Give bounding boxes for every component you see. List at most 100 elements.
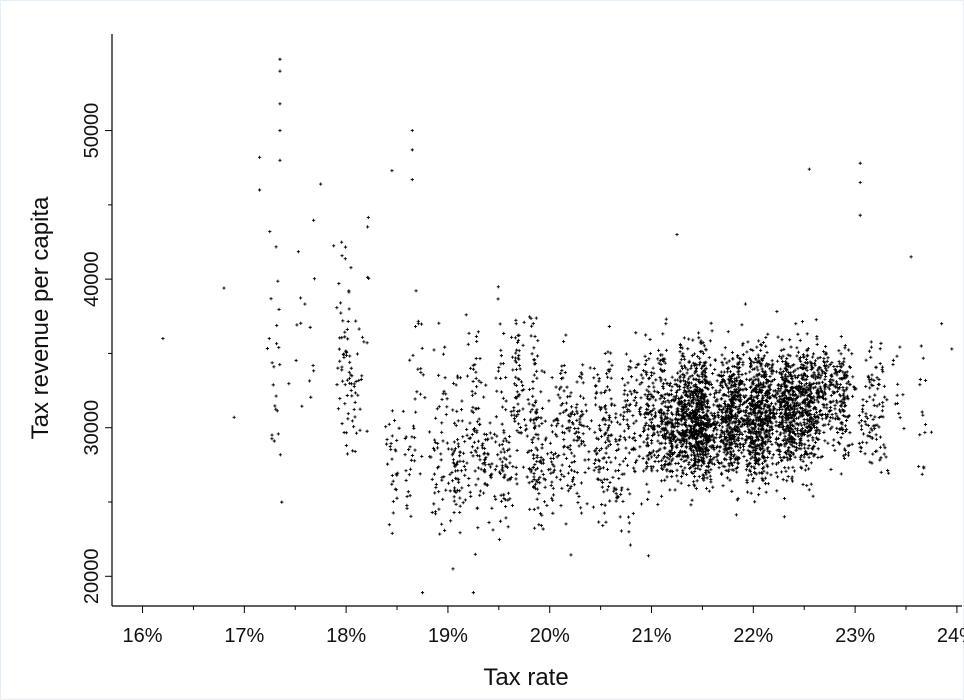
data-point [475,453,479,458]
data-point [604,372,609,376]
data-point [736,456,740,461]
data-point [340,254,344,258]
data-point [576,500,580,505]
data-point [781,455,785,459]
data-point [604,407,608,411]
data-point [652,385,656,389]
data-point [727,462,731,466]
data-point [738,400,742,404]
data-point [764,409,768,413]
data-point [725,406,729,411]
data-point [750,426,754,430]
data-point [699,339,703,343]
data-point [752,422,757,427]
data-point [738,393,743,397]
data-point [858,445,862,449]
data-point [629,375,634,379]
data-point [877,415,881,420]
data-point [796,350,801,354]
data-point [761,455,765,459]
data-point [496,285,500,289]
data-point [517,430,521,435]
data-point [354,379,358,384]
data-point [857,413,862,418]
data-point [641,429,646,434]
data-point [697,432,701,436]
data-point [340,422,344,426]
data-point [816,416,821,420]
data-point [768,367,772,371]
data-point [354,431,359,435]
data-point [875,404,879,408]
data-point [739,416,743,421]
data-point [726,432,730,437]
data-point [604,411,608,415]
data-point [599,447,604,451]
data-point [473,363,477,367]
data-point [781,478,785,482]
data-point [616,468,621,473]
data-point [670,431,674,435]
data-point [773,416,777,420]
data-point [751,408,756,412]
data-point [828,400,832,404]
data-point [495,389,499,393]
data-point [675,454,679,459]
data-point [703,374,708,379]
data-point [730,427,734,431]
data-point [474,356,478,361]
data-point [450,470,454,475]
data-point [503,504,508,509]
data-point [624,446,628,450]
data-point [716,413,720,417]
data-point [708,444,712,448]
data-point [693,364,697,368]
data-point [656,453,661,458]
data-point [635,378,639,382]
data-point [771,462,775,466]
data-point [532,526,537,530]
data-point [605,477,609,482]
data-point [783,450,788,454]
data-point [675,474,679,478]
data-point [752,399,756,403]
data-point [773,393,778,397]
data-point [506,498,510,502]
data-point [829,374,833,378]
data-point [748,450,752,455]
data-point [695,428,699,432]
data-point [834,399,839,403]
data-point [345,327,349,331]
data-point [502,331,506,336]
data-point [573,426,577,431]
data-point [663,392,667,397]
data-point [698,452,702,456]
data-point [734,427,738,432]
data-point [794,445,798,450]
data-point [663,463,668,467]
data-point [755,400,760,405]
data-point [735,355,740,359]
data-point [409,514,413,518]
data-point [278,363,282,367]
data-point [823,352,827,356]
data-point [752,470,757,475]
data-point [572,438,576,442]
data-point [561,339,566,344]
data-point [831,443,835,448]
data-point [222,286,226,290]
data-point [786,437,790,441]
data-point [466,342,470,346]
data-point [752,426,756,431]
data-point [815,389,819,393]
data-point [440,478,444,482]
data-point [768,428,772,433]
data-point [839,436,843,440]
data-point [837,417,841,421]
data-point [346,319,350,324]
data-point [691,338,695,342]
data-point [498,519,503,523]
data-point [787,466,791,470]
data-point [720,461,724,465]
data-point [823,377,827,381]
